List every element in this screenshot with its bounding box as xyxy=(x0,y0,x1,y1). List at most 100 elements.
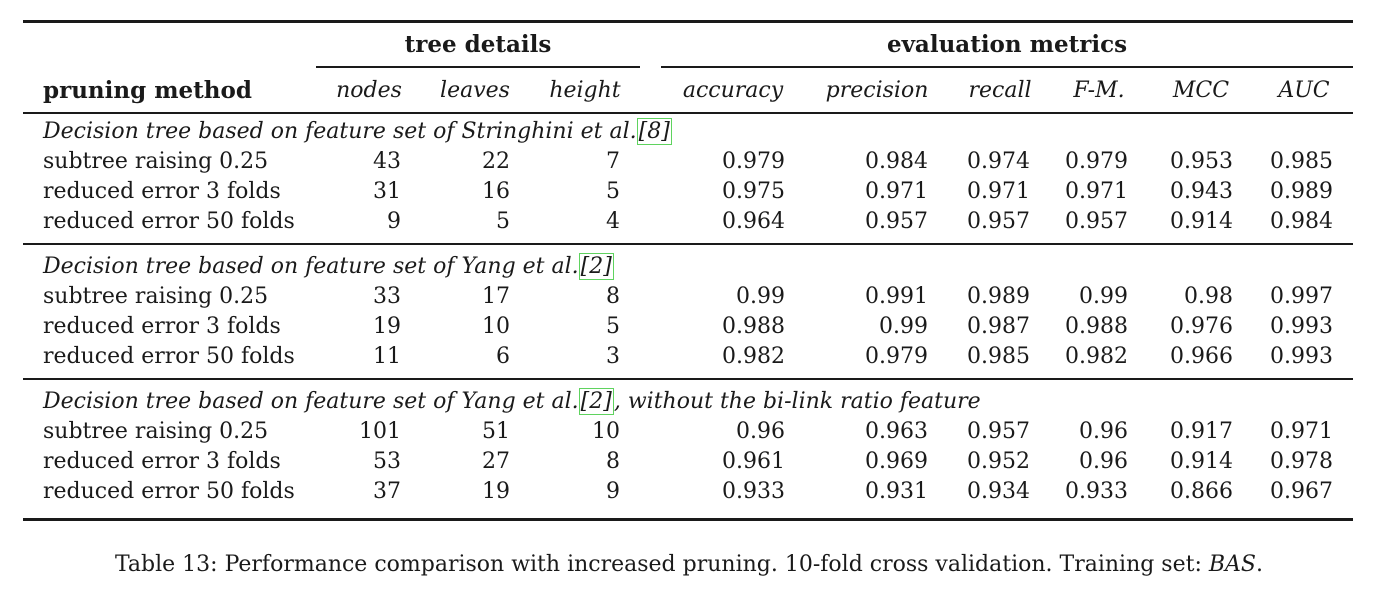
caption-text: Table 13: Performance comparison with in… xyxy=(114,552,1209,577)
cell-f-measure: 0.957 xyxy=(1065,209,1128,234)
section-title-suffix: , without the bi-link ratio feature xyxy=(613,389,981,414)
cell-f-measure: 0.979 xyxy=(1065,149,1128,174)
cell-accuracy: 0.933 xyxy=(722,479,785,504)
cell-f-measure: 0.96 xyxy=(1079,419,1128,444)
cell-accuracy: 0.99 xyxy=(736,284,785,309)
cell-auc: 0.984 xyxy=(1270,209,1333,234)
cell-auc: 0.993 xyxy=(1270,314,1333,339)
column-header-recall: recall xyxy=(968,78,1032,103)
cell-height: 3 xyxy=(606,344,620,369)
cell-recall: 0.952 xyxy=(967,449,1030,474)
cell-accuracy: 0.982 xyxy=(722,344,785,369)
cell-mcc: 0.98 xyxy=(1184,284,1233,309)
cell-recall: 0.971 xyxy=(967,179,1030,204)
cell-leaves: 16 xyxy=(482,179,510,204)
row-method: reduced error 3 folds xyxy=(43,179,281,204)
cell-f-measure: 0.971 xyxy=(1065,179,1128,204)
section-rule xyxy=(23,243,1353,245)
cell-leaves: 10 xyxy=(482,314,510,339)
cell-auc: 0.989 xyxy=(1270,179,1333,204)
cell-leaves: 17 xyxy=(482,284,510,309)
cell-nodes: 43 xyxy=(373,149,401,174)
column-header-f-measure: F-M. xyxy=(1073,78,1125,103)
cell-f-measure: 0.99 xyxy=(1079,284,1128,309)
training-set-name: BAS xyxy=(1208,552,1257,577)
cell-height: 8 xyxy=(606,284,620,309)
cell-nodes: 53 xyxy=(373,449,401,474)
cell-auc: 0.997 xyxy=(1270,284,1333,309)
cell-leaves: 19 xyxy=(482,479,510,504)
citation-number: 8 xyxy=(647,119,662,144)
cell-accuracy: 0.96 xyxy=(736,419,785,444)
row-method: subtree raising 0.25 xyxy=(43,284,269,309)
cell-nodes: 33 xyxy=(373,284,401,309)
cell-accuracy: 0.979 xyxy=(722,149,785,174)
citation-number: 2 xyxy=(589,254,604,279)
bottom-rule xyxy=(23,518,1353,521)
section-title-text: Decision tree based on feature set of St… xyxy=(43,119,637,144)
cell-mcc: 0.943 xyxy=(1170,179,1233,204)
cell-height: 7 xyxy=(606,149,620,174)
citation-number: 2 xyxy=(589,389,604,414)
cell-nodes: 9 xyxy=(387,209,401,234)
cell-height: 5 xyxy=(606,179,620,204)
section-title: Decision tree based on feature set of Ya… xyxy=(43,252,614,282)
group-header-evaluation-metrics: evaluation metrics xyxy=(886,31,1128,58)
cell-height: 10 xyxy=(592,419,620,444)
cell-recall: 0.957 xyxy=(967,419,1030,444)
cell-auc: 0.967 xyxy=(1270,479,1333,504)
cell-mcc: 0.953 xyxy=(1170,149,1233,174)
caption-end: . xyxy=(1256,552,1264,577)
evaluation-metrics-underline xyxy=(661,66,1353,68)
cell-auc: 0.985 xyxy=(1270,149,1333,174)
citation-link[interactable]: [8] xyxy=(636,118,672,145)
cell-height: 9 xyxy=(606,479,620,504)
cell-mcc: 0.917 xyxy=(1170,419,1233,444)
cell-recall: 0.985 xyxy=(967,344,1030,369)
row-method: reduced error 3 folds xyxy=(43,314,281,339)
cell-leaves: 5 xyxy=(496,209,510,234)
cell-leaves: 27 xyxy=(482,449,510,474)
column-header-height: height xyxy=(549,78,621,103)
cell-precision: 0.963 xyxy=(865,419,928,444)
cell-auc: 0.978 xyxy=(1270,449,1333,474)
cell-precision: 0.99 xyxy=(879,314,928,339)
row-method: reduced error 3 folds xyxy=(43,449,281,474)
cell-accuracy: 0.964 xyxy=(722,209,785,234)
cell-mcc: 0.976 xyxy=(1170,314,1233,339)
cell-mcc: 0.866 xyxy=(1170,479,1233,504)
cell-nodes: 19 xyxy=(373,314,401,339)
top-rule xyxy=(23,20,1353,23)
cell-height: 4 xyxy=(606,209,620,234)
cell-leaves: 6 xyxy=(496,344,510,369)
cell-leaves: 51 xyxy=(482,419,510,444)
cell-recall: 0.934 xyxy=(967,479,1030,504)
cell-recall: 0.989 xyxy=(967,284,1030,309)
cell-precision: 0.991 xyxy=(865,284,928,309)
citation-link[interactable]: [2] xyxy=(578,388,614,415)
cell-leaves: 22 xyxy=(482,149,510,174)
cell-f-measure: 0.988 xyxy=(1065,314,1128,339)
column-header-leaves: leaves xyxy=(440,78,510,103)
cell-height: 5 xyxy=(606,314,620,339)
table-caption: Table 13: Performance comparison with in… xyxy=(0,550,1378,580)
cell-accuracy: 0.975 xyxy=(722,179,785,204)
tree-details-underline xyxy=(316,66,640,68)
cell-mcc: 0.914 xyxy=(1170,209,1233,234)
header-rule xyxy=(23,112,1353,114)
cell-f-measure: 0.96 xyxy=(1079,449,1128,474)
column-header-nodes: nodes xyxy=(336,78,402,103)
citation-link[interactable]: [2] xyxy=(578,253,614,280)
section-title: Decision tree based on feature set of Ya… xyxy=(43,387,981,417)
cell-precision: 0.969 xyxy=(865,449,928,474)
group-header-tree-details: tree details xyxy=(404,31,552,58)
row-method: reduced error 50 folds xyxy=(43,344,295,369)
row-method: reduced error 50 folds xyxy=(43,479,295,504)
cell-recall: 0.957 xyxy=(967,209,1030,234)
cell-nodes: 101 xyxy=(359,419,401,444)
cell-mcc: 0.966 xyxy=(1170,344,1233,369)
cell-accuracy: 0.961 xyxy=(722,449,785,474)
row-method: reduced error 50 folds xyxy=(43,209,295,234)
cell-nodes: 11 xyxy=(373,344,401,369)
column-header-mcc: MCC xyxy=(1172,78,1230,103)
